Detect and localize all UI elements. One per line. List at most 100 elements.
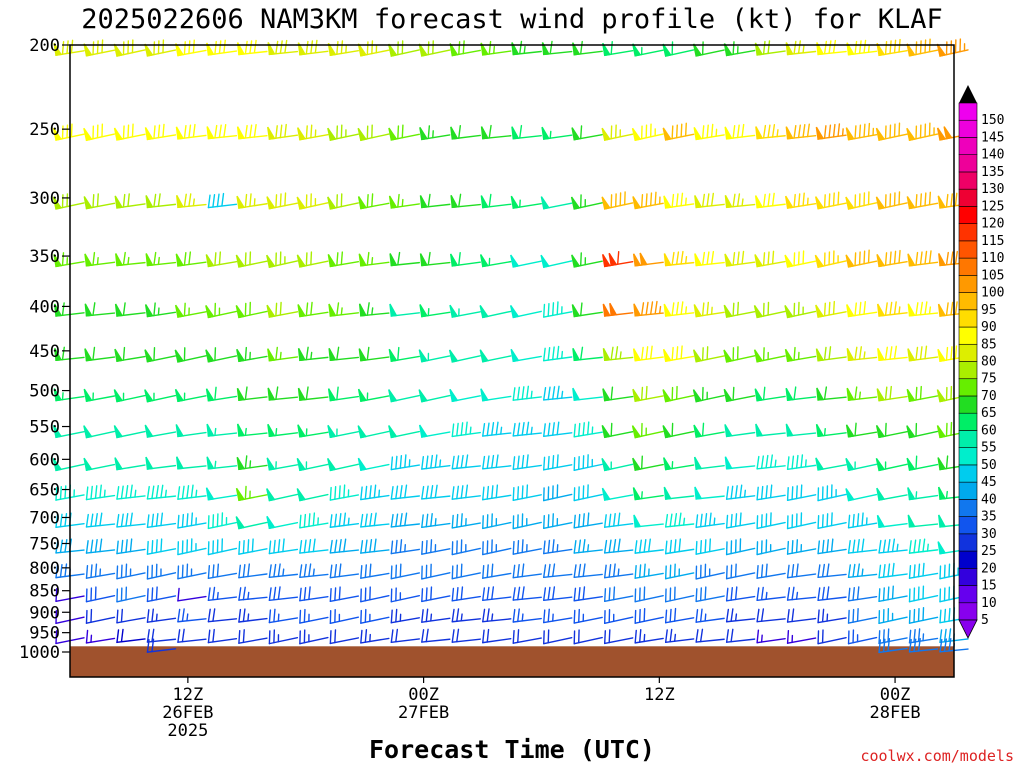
barb-flag [662,127,672,141]
wind-barb [268,608,299,624]
barb-flag [662,43,672,57]
barb-full [90,513,94,528]
barb-half [282,568,285,577]
barb-full [465,484,469,499]
barb-full [762,347,765,362]
barb-full [821,539,825,554]
barb-full [427,193,431,208]
barb-full [695,609,699,623]
barb-full [334,513,338,528]
wind-barb [817,512,847,530]
barb-full [882,638,886,653]
wind-barb [360,628,390,644]
barb-full [580,252,582,267]
barb-full [334,563,338,578]
wind-barb [329,608,360,625]
barb-full [421,609,424,623]
barb-full [360,565,363,579]
wind-barb [390,454,421,471]
wind-barb [296,251,329,268]
barb-half [684,255,688,265]
terrain-ground [70,646,954,677]
barb-full [329,539,333,554]
barb-full [343,512,347,527]
wind-barb [755,124,786,140]
wind-barb [175,251,207,267]
barb-full [275,302,278,317]
x-tick-label: 27FEB [398,703,449,723]
barb-full [299,587,302,602]
barb-full [647,538,651,553]
wind-barb [297,301,329,318]
wind-barb [450,125,481,140]
barb-full [828,40,832,55]
barb-half [347,517,350,526]
wind-barb [725,563,756,580]
colorbar-label: 110 [981,251,1004,266]
barb-full [552,563,556,578]
barb-full [863,39,867,54]
wind-barb [388,346,421,363]
wind-barb [358,302,390,317]
wind-barb [175,424,207,438]
barb-full [634,565,637,579]
barb-full [736,251,740,266]
barb-full [488,193,492,208]
barb-flag [693,304,703,318]
barb-full [395,564,398,579]
barb-full [94,485,98,499]
barb-full [275,40,279,55]
barb-flag [419,304,428,318]
colorbar-label: 130 [981,182,1004,197]
barb-flag [907,487,916,501]
wind-barb [571,252,603,268]
x-tick-label: 12Z [173,685,204,705]
wind-barb [786,608,817,623]
barb-flag [53,254,63,268]
barb-half [195,489,198,498]
wind-barb [482,539,512,556]
colorbar-label: 55 [981,441,997,456]
wind-barb [329,586,360,603]
wind-barb [632,385,664,403]
barb-full [451,608,455,623]
barb-full [771,124,776,138]
wind-barb [724,123,756,140]
wind-barb [632,455,664,471]
barb-full [244,124,248,139]
barb-flag [693,424,703,438]
wind-barb [817,563,847,578]
barb-full [882,629,885,644]
barb-full [399,563,402,578]
barb-full [336,252,339,267]
barb-full [889,251,892,266]
barb-full [125,485,129,499]
wind-barb [723,346,756,363]
wind-barb [845,488,878,502]
barb-flag [388,127,398,141]
barb-full [456,422,459,437]
y-axis: 2002503003504004505005506006507007508008… [19,36,70,663]
barb-full [915,302,919,316]
wind-barb [238,608,268,623]
colorbar-cell [958,119,978,138]
barb-full [791,486,794,501]
barb-full [756,608,760,623]
barb-full [305,40,309,55]
wind-barb [174,347,207,363]
barb-flag [388,389,398,403]
colorbar-cell [958,447,978,466]
barb-full [821,608,825,623]
y-tick-label: 500 [29,382,60,402]
barb-half [684,306,688,315]
barb-flag [601,487,611,501]
barb-flag [113,389,124,403]
y-tick-label: 800 [29,559,60,579]
barb-full [360,486,363,501]
barb-full [701,302,705,317]
barb-full [858,40,862,55]
colorbar-cell [958,223,978,242]
wind-barb [207,563,238,579]
barb-half [103,489,106,498]
wind-barb [116,538,146,555]
